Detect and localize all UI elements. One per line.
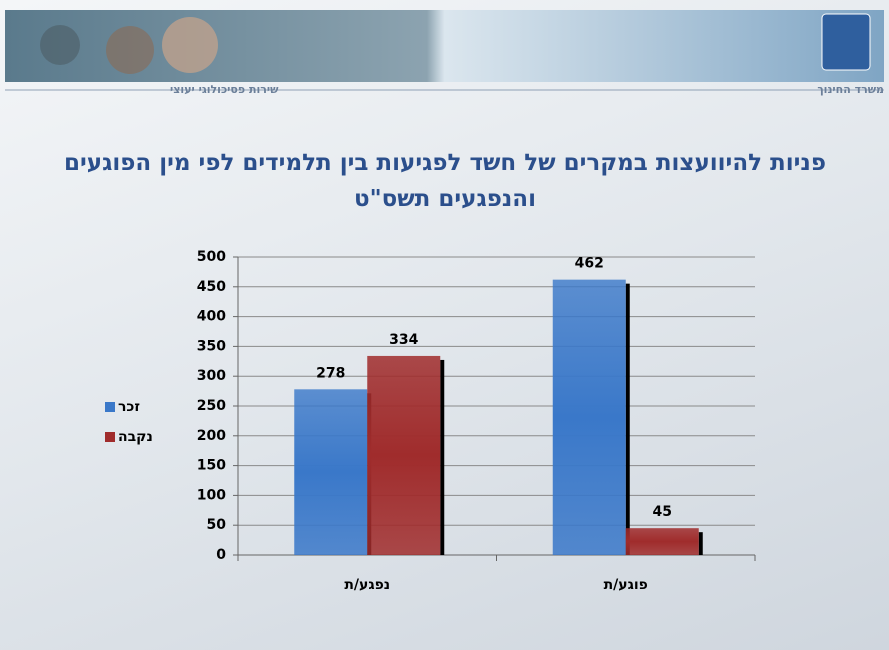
chart: שירות פסיכולוגי יעוצי משרד החינוך 0 50 100… xyxy=(0,0,889,650)
bar xyxy=(553,280,626,555)
bar-shadow xyxy=(699,532,703,555)
slide: שירות פסיכולוגי יעוצי משרד החינוך 0 50 100… xyxy=(0,0,889,650)
header-right: משרד החינוך xyxy=(817,83,884,96)
bar xyxy=(294,389,367,555)
bar xyxy=(626,528,699,555)
data-label: 278 xyxy=(316,365,345,381)
y-tick-label: 350 xyxy=(197,338,226,354)
bar-shadow xyxy=(626,284,630,555)
legend-label: נקבה xyxy=(118,429,153,445)
logo xyxy=(822,14,870,70)
data-label: 45 xyxy=(653,504,672,520)
legend-label: זכר xyxy=(118,399,140,415)
chart-title: פניות להיוועצות במקרים של חשד לפגיעות בי… xyxy=(60,145,830,217)
y-tick-label: 100 xyxy=(197,487,226,503)
y-tick-label: 500 xyxy=(197,249,226,265)
bar xyxy=(367,356,440,555)
photo-decor xyxy=(40,25,80,65)
data-label: 462 xyxy=(575,256,604,272)
bar-shadow xyxy=(440,360,444,555)
legend-swatch xyxy=(105,402,115,412)
y-tick-label: 150 xyxy=(197,458,226,474)
photo-decor xyxy=(106,26,154,74)
y-tick-label: 400 xyxy=(197,309,226,325)
y-tick-label: 300 xyxy=(197,368,226,384)
legend-swatch xyxy=(105,432,115,442)
y-tick-label: 0 xyxy=(216,547,226,563)
x-tick-label: פוגע/ת xyxy=(604,577,648,593)
header-left: שירות פסיכולוגי יעוצי xyxy=(170,83,279,96)
y-tick-label: 450 xyxy=(197,279,226,295)
x-tick-label: נפגע/ת xyxy=(344,577,390,593)
data-label: 334 xyxy=(389,332,418,348)
y-tick-label: 200 xyxy=(197,428,226,444)
photo-decor xyxy=(162,17,218,73)
y-tick-label: 250 xyxy=(197,398,226,414)
y-tick-label: 50 xyxy=(207,517,227,533)
